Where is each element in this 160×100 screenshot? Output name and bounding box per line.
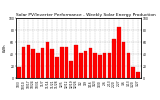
Bar bbox=[88, 48, 92, 78]
Bar bbox=[65, 47, 68, 78]
Bar bbox=[22, 47, 25, 78]
Bar bbox=[112, 39, 116, 78]
Bar bbox=[98, 55, 102, 78]
Bar bbox=[41, 48, 44, 78]
Bar bbox=[50, 49, 54, 78]
Bar bbox=[17, 67, 21, 78]
Bar bbox=[127, 53, 130, 78]
Bar bbox=[93, 53, 97, 78]
Bar bbox=[84, 51, 87, 78]
Bar bbox=[103, 53, 106, 78]
Bar bbox=[117, 27, 121, 78]
Bar bbox=[131, 67, 135, 78]
Bar bbox=[69, 61, 73, 78]
Bar bbox=[36, 53, 40, 78]
Bar bbox=[79, 53, 83, 78]
Bar bbox=[122, 42, 125, 78]
Bar bbox=[46, 42, 49, 78]
Text: Solar PV/Inverter Performance - Weekly Solar Energy Production: Solar PV/Inverter Performance - Weekly S… bbox=[16, 13, 156, 17]
Bar bbox=[108, 53, 111, 78]
Bar bbox=[60, 47, 64, 78]
Bar bbox=[27, 45, 30, 78]
Bar bbox=[136, 72, 140, 78]
Bar bbox=[55, 57, 59, 78]
Bar bbox=[31, 49, 35, 78]
Bar bbox=[74, 45, 78, 78]
Y-axis label: kWh: kWh bbox=[3, 44, 7, 52]
